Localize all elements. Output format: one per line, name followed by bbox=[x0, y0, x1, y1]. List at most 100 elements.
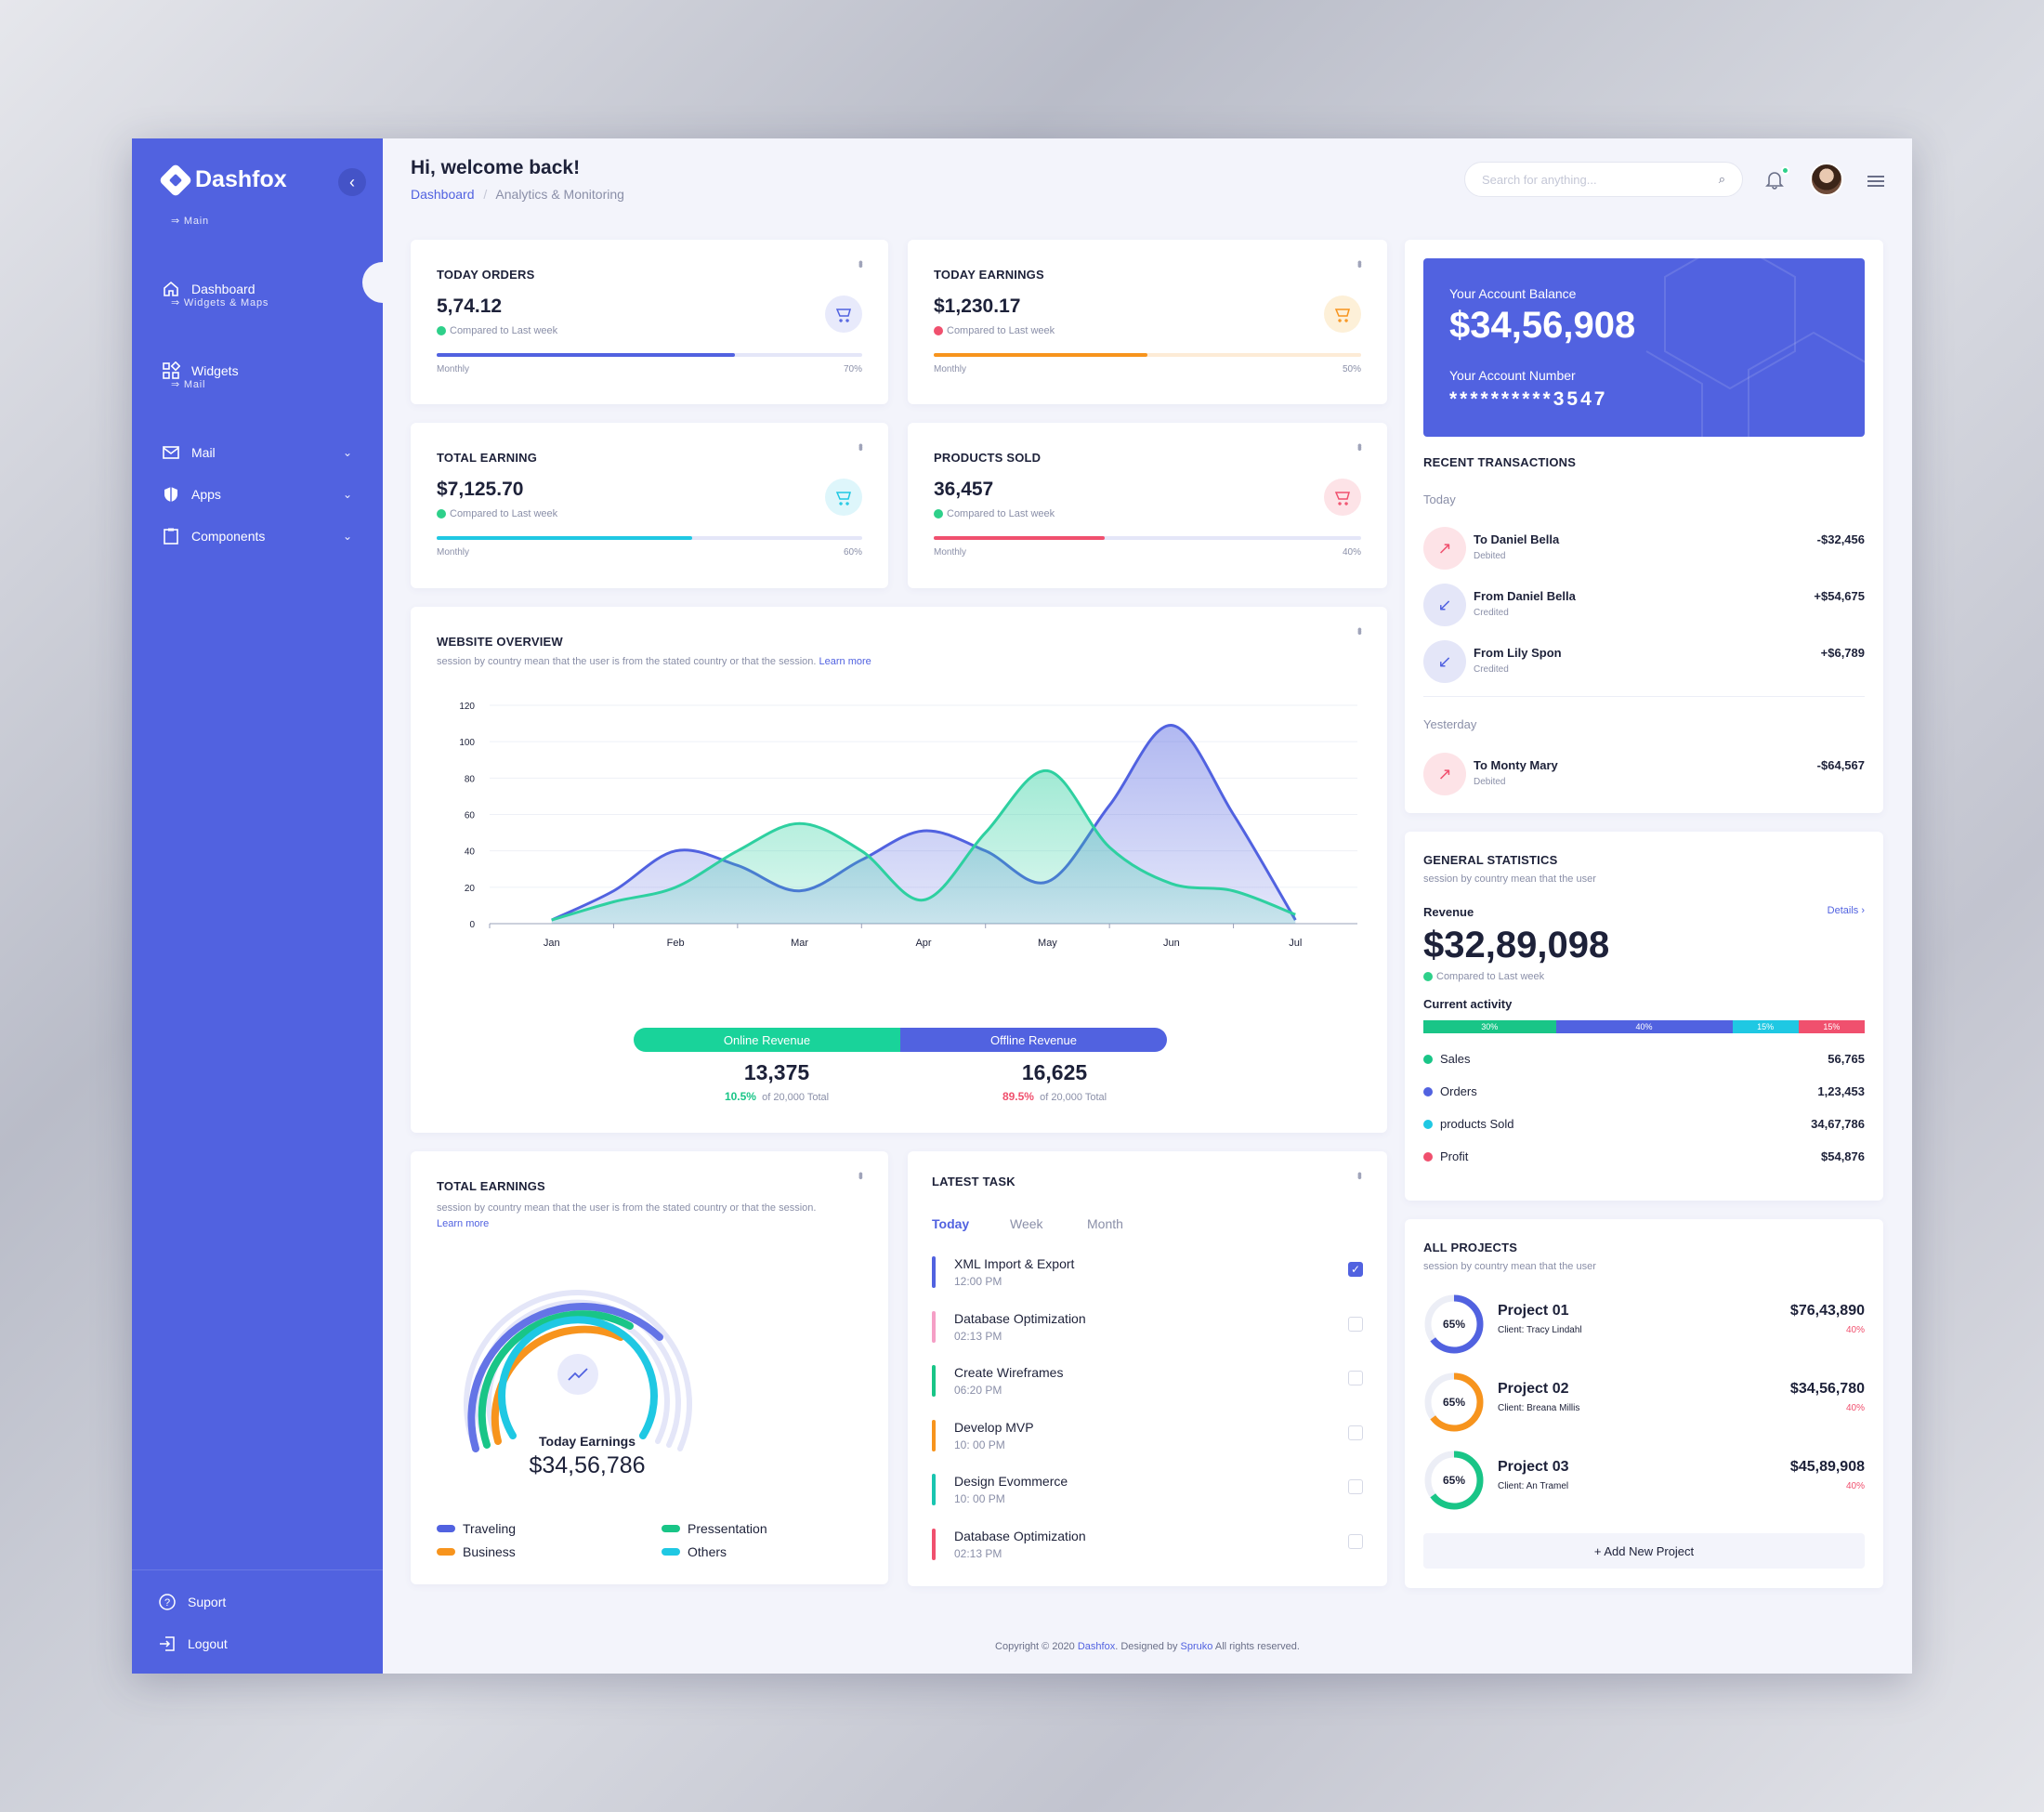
collapse-sidebar-button[interactable]: ‹ bbox=[338, 168, 366, 196]
transaction-status: Debited bbox=[1474, 551, 1506, 561]
stat-compare: Compared to Last week bbox=[934, 325, 1055, 336]
legend-traveling: Traveling bbox=[437, 1521, 516, 1536]
notification-dot bbox=[1781, 166, 1789, 175]
project-row[interactable]: 65% Project 01 Client: Tracy Lindahl $76… bbox=[1423, 1293, 1865, 1357]
search-input[interactable]: Search for anything... ⌕ bbox=[1464, 162, 1743, 197]
add-project-button[interactable]: + Add New Project bbox=[1423, 1533, 1865, 1569]
revenue-label: Revenue bbox=[1423, 905, 1474, 919]
project-percent: 40% bbox=[1845, 1325, 1865, 1335]
learn-more-link[interactable]: Learn more bbox=[819, 656, 871, 667]
all-projects-card: ALL PROJECTS session by country mean tha… bbox=[1405, 1219, 1883, 1588]
tab-today[interactable]: Today bbox=[932, 1216, 970, 1231]
transaction-amount: -$64,567 bbox=[1816, 758, 1865, 772]
logo-icon bbox=[158, 163, 193, 197]
task-name: Create Wireframes bbox=[954, 1365, 1064, 1380]
bullet-icon bbox=[1423, 1054, 1433, 1064]
sidebar-item-widgets[interactable]: Widgets bbox=[162, 357, 352, 385]
support-link[interactable]: ? Suport bbox=[158, 1588, 348, 1616]
task-checkbox[interactable] bbox=[1348, 1316, 1363, 1332]
sidebar-item-label: Apps bbox=[191, 487, 221, 502]
transaction-row[interactable]: ↗ To Daniel Bella Debited -$32,456 bbox=[1423, 527, 1865, 573]
nav-section-mail: ⇒ Mail bbox=[171, 379, 206, 390]
task-checkbox[interactable]: ✓ bbox=[1348, 1262, 1363, 1277]
task-checkbox[interactable] bbox=[1348, 1479, 1363, 1494]
logout-icon bbox=[160, 1636, 175, 1651]
stat-compare: Compared to Last week bbox=[934, 508, 1055, 519]
trend-icon bbox=[1324, 295, 1361, 333]
activity-row: products Sold 34,67,786 bbox=[1423, 1117, 1865, 1131]
project-amount: $34,56,780 bbox=[1789, 1381, 1865, 1397]
breadcrumb-dashboard[interactable]: Dashboard bbox=[411, 187, 475, 202]
project-row[interactable]: 65% Project 02 Client: Breana Millis $34… bbox=[1423, 1372, 1865, 1435]
x-tick-label: Feb bbox=[667, 938, 685, 949]
transaction-row[interactable]: ↗ To Monty Mary Debited -$64,567 bbox=[1423, 753, 1865, 799]
percent-label: 40% bbox=[1342, 547, 1361, 558]
activity-value: $54,876 bbox=[1821, 1149, 1865, 1163]
more-icon[interactable]: ••• bbox=[854, 260, 869, 266]
project-name: Project 03 bbox=[1498, 1459, 1569, 1475]
breadcrumb-current: Analytics & Monitoring bbox=[495, 187, 624, 202]
menu-icon[interactable] bbox=[1867, 176, 1884, 187]
stat-card-earnings: ••• TODAY EARNINGS $1,230.17 Compared to… bbox=[908, 240, 1387, 404]
offline-revenue-segment: Offline Revenue bbox=[900, 1028, 1167, 1052]
y-tick-label: 120 bbox=[459, 702, 475, 712]
ring-percent: 65% bbox=[1442, 1318, 1466, 1331]
sidebar-item-label: Dashboard bbox=[191, 282, 256, 296]
more-icon[interactable]: ••• bbox=[1353, 1172, 1368, 1177]
progress-fill bbox=[437, 536, 692, 540]
bell-icon[interactable] bbox=[1764, 169, 1785, 190]
learn-more-link[interactable]: Learn more bbox=[437, 1218, 490, 1229]
more-icon[interactable]: ••• bbox=[854, 443, 869, 449]
sidebar-item-mail[interactable]: Mail ⌄ bbox=[162, 439, 352, 466]
bullet-icon bbox=[1423, 1151, 1433, 1162]
more-icon[interactable]: ••• bbox=[854, 1172, 869, 1177]
y-tick-label: 60 bbox=[465, 811, 476, 821]
transaction-row[interactable]: ↙ From Lily Spon Credited +$6,789 bbox=[1423, 640, 1865, 687]
balance-value: $34,56,908 bbox=[1449, 305, 1636, 346]
account-number-label: Your Account Number bbox=[1449, 368, 1576, 383]
cart-icon bbox=[825, 295, 862, 333]
nav-section-main: ⇒ Main bbox=[171, 216, 209, 227]
progress-fill bbox=[437, 353, 735, 357]
project-row[interactable]: 65% Project 03 Client: An Tramel $45,89,… bbox=[1423, 1450, 1865, 1513]
search-icon[interactable]: ⌕ bbox=[1718, 172, 1725, 186]
more-icon[interactable]: ••• bbox=[1353, 443, 1368, 449]
brand-link[interactable]: Dashfox bbox=[1077, 1641, 1116, 1652]
help-icon: ? bbox=[159, 1594, 176, 1610]
stat-value: $7,125.70 bbox=[437, 479, 524, 500]
transaction-amount: +$6,789 bbox=[1820, 646, 1865, 660]
sidebar-item-apps[interactable]: Apps ⌄ bbox=[162, 480, 352, 508]
revenue-value: $32,89,098 bbox=[1423, 925, 1610, 965]
sidebar-item-components[interactable]: Components ⌄ bbox=[162, 522, 352, 550]
progress-ring bbox=[1424, 1294, 1484, 1354]
center-value: $34,56,786 bbox=[529, 1452, 646, 1478]
task-checkbox[interactable] bbox=[1348, 1371, 1363, 1385]
sidebar-item-dashboard[interactable]: Dashboard bbox=[162, 275, 352, 303]
task-checkbox[interactable] bbox=[1348, 1533, 1363, 1549]
series-area-1 bbox=[551, 770, 1296, 924]
revenue-compare: Compared to Last week bbox=[1423, 971, 1544, 982]
stat-label: TOTAL EARNING bbox=[437, 451, 538, 465]
tab-month[interactable]: Month bbox=[1087, 1216, 1123, 1231]
sidebar-item-label: Mail bbox=[191, 445, 216, 460]
task-checkbox[interactable] bbox=[1348, 1425, 1363, 1440]
stat-compare: Compared to Last week bbox=[437, 325, 557, 336]
transaction-status: Debited bbox=[1474, 777, 1506, 787]
logout-link[interactable]: Logout bbox=[158, 1630, 348, 1658]
support-label: Suport bbox=[188, 1595, 227, 1609]
avatar[interactable] bbox=[1810, 163, 1843, 196]
x-tick-label: Mar bbox=[791, 938, 808, 949]
arrow-down-left-icon: ↙ bbox=[1423, 640, 1466, 683]
hexagon-pattern bbox=[1645, 258, 1865, 437]
details-link[interactable]: Details › bbox=[1827, 905, 1865, 916]
card-title: GENERAL STATISTICS bbox=[1423, 853, 1558, 867]
transaction-row[interactable]: ↙ From Daniel Bella Credited +$54,675 bbox=[1423, 584, 1865, 630]
tab-week[interactable]: Week bbox=[1010, 1216, 1043, 1231]
logo[interactable]: Dashfox bbox=[158, 163, 287, 197]
search-placeholder: Search for anything... bbox=[1482, 172, 1597, 187]
more-icon[interactable]: ••• bbox=[1353, 627, 1368, 633]
more-icon[interactable]: ••• bbox=[1353, 260, 1368, 266]
trend-up-icon bbox=[934, 509, 943, 519]
designer-link[interactable]: Spruko bbox=[1180, 1641, 1213, 1652]
bullet-icon bbox=[1423, 1119, 1433, 1129]
